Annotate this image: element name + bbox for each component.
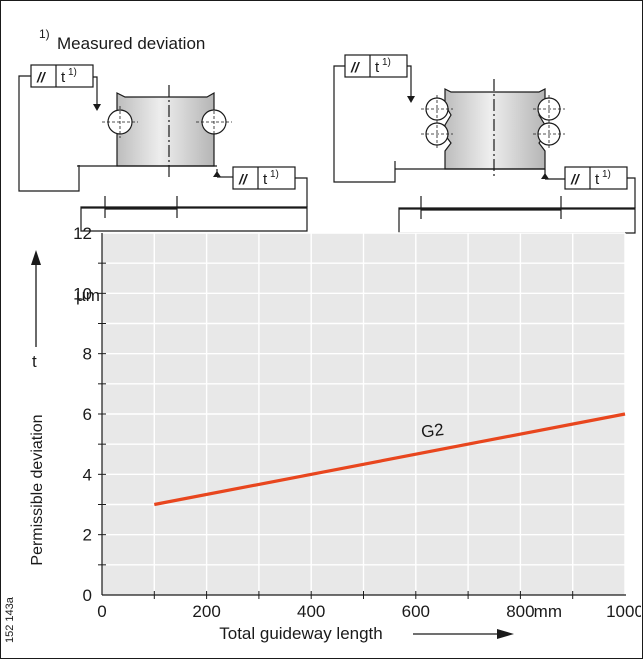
parallelism-symbol: // (36, 69, 47, 85)
tolerance-sup: 1) (68, 67, 77, 78)
y-axis-label: Permissible deviation (29, 414, 46, 565)
y-tick-label: 4 (83, 465, 92, 484)
x-tick-label: 200 (192, 602, 220, 621)
tolerance-sup: 1) (270, 169, 279, 180)
parallelism-symbol: // (238, 171, 249, 187)
grid (98, 232, 626, 599)
tolerance-value: t (263, 171, 268, 188)
x-tick-label: 800 (506, 602, 534, 621)
y-symbol: t (32, 352, 37, 371)
tolerance-sup: 1) (382, 57, 391, 68)
schematic-right (333, 54, 636, 234)
parallelism-symbol: // (570, 171, 581, 187)
series-layer: G2 (153, 412, 626, 507)
y-tick-label: 2 (83, 526, 92, 545)
y-tick-label: 6 (83, 405, 92, 424)
chart: 0 200 400 600 800 1000 0 2 4 6 8 10 12 G2 µm t Perm… (4, 224, 643, 643)
figure-id: 152 143a (4, 596, 16, 643)
footnote: 1) Measured deviation (39, 27, 205, 53)
y-arrow (31, 250, 41, 347)
y-unit: µm (76, 286, 100, 305)
series-label: G2 (420, 420, 445, 442)
x-tick-label: 400 (297, 602, 325, 621)
y-tick-label: 8 (83, 345, 92, 364)
y-tick-labels: 0 2 4 6 8 10 12 (73, 224, 92, 605)
x-tick-label: 0 (97, 602, 106, 621)
x-tick-labels: 0 200 400 600 800 1000 (97, 602, 643, 621)
tolerance-sup: 1) (602, 169, 611, 180)
x-arrow (413, 629, 514, 639)
parallelism-symbol: // (350, 59, 361, 75)
footnote-marker: 1) (39, 27, 50, 41)
tolerance-value: t (375, 59, 380, 76)
y-tick-label: 0 (83, 586, 92, 605)
x-tick-label: 600 (402, 602, 430, 621)
tolerance-value: t (61, 69, 66, 86)
series-line-g2 (153, 412, 626, 507)
y-tick-label: 12 (73, 224, 92, 243)
y-tick-label: 10 (73, 284, 92, 303)
x-unit: mm (534, 602, 562, 621)
x-tick-label: 1000 (606, 602, 641, 621)
x-axis-label: Total guideway length (219, 624, 383, 643)
tolerance-labels: // t 1) // t 1) // t 1) // t 1) (36, 57, 611, 188)
footnote-text: Measured deviation (57, 34, 205, 53)
schematic-left (18, 64, 308, 232)
tolerance-value: t (595, 171, 600, 188)
